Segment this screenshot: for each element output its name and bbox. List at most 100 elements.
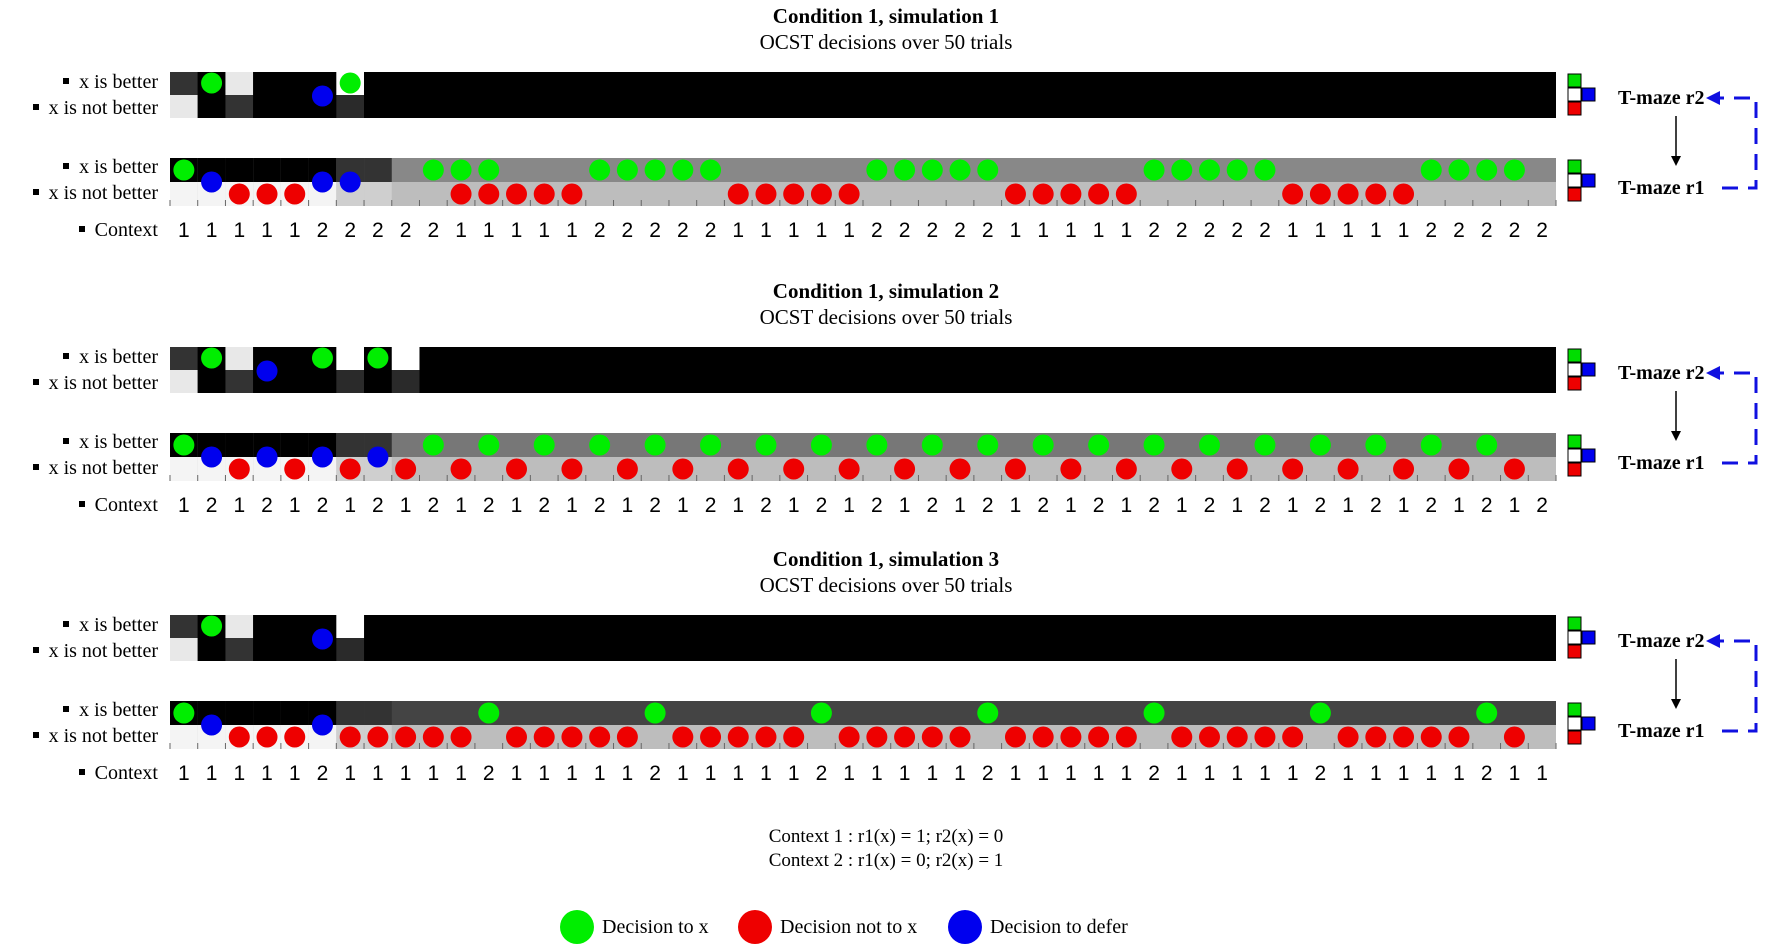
context-value: 2 (1203, 494, 1216, 517)
context-value: 1 (566, 762, 578, 785)
row-label-text: x is better (79, 71, 158, 93)
r2-cell-top (225, 615, 254, 638)
context-value: 1 (482, 219, 495, 242)
context-value: 1 (1286, 219, 1299, 242)
context-value: 2 (981, 762, 994, 785)
r2-decision-defer-dot (311, 85, 333, 107)
context-value: 2 (1480, 762, 1493, 785)
r2-cell-top (170, 72, 198, 95)
r1-decision-not-x-dot (1088, 726, 1110, 748)
r1-decision-not-x-dot (284, 183, 306, 205)
r1-decision-defer-dot (311, 446, 333, 468)
context-value: 1 (233, 762, 246, 785)
r1-decision-not-x-dot (783, 458, 805, 480)
context-value: 1 (1203, 762, 1216, 785)
state-white-icon (1567, 448, 1582, 463)
state-red-icon (1567, 376, 1582, 391)
context-value: 1 (787, 494, 800, 517)
context-value: 1 (1536, 762, 1548, 785)
bullet-icon (63, 438, 70, 445)
context-value: 2 (538, 494, 551, 517)
r1-decision-x-dot (810, 434, 832, 456)
state-white-icon (1567, 87, 1582, 102)
r2-cell-top (280, 347, 309, 370)
context-value: 1 (732, 219, 745, 242)
r1-decision-not-x-dot (533, 726, 555, 748)
r1-cell-top (225, 433, 254, 457)
context-value: 1 (760, 762, 772, 785)
context-value: 1 (732, 762, 745, 785)
r1-label-x-better: x is better (63, 155, 158, 179)
r1-cell-top (364, 701, 392, 725)
r1-decision-not-x-dot (561, 458, 583, 480)
r1-decision-x-dot (1143, 434, 1165, 456)
bullet-icon (63, 163, 70, 170)
r1-decision-x-dot (1226, 159, 1248, 181)
context-value: 2 (926, 219, 939, 242)
r1-row-top (170, 158, 1556, 182)
r1-label-x-not-better: x is not better (32, 181, 158, 205)
r2-cell-top (336, 347, 365, 370)
state-blue-icon (1581, 87, 1596, 102)
down-arrow-head (1671, 699, 1681, 709)
context-value: 1 (1314, 219, 1327, 242)
context-value: 2 (898, 219, 911, 242)
bullet-icon (78, 501, 85, 508)
r1-decision-x-dot (478, 434, 500, 456)
r1-decision-not-x-dot (1282, 183, 1304, 205)
context-value: 2 (316, 762, 329, 785)
bullet-icon (32, 379, 39, 386)
context-value: 1 (704, 762, 717, 785)
context-value: 1 (1508, 494, 1521, 517)
r1-decision-not-x-dot (506, 183, 527, 205)
r1-decision-x-dot (1309, 702, 1331, 724)
r1-decision-not-x-dot (1115, 183, 1137, 205)
r1-decision-x-dot (921, 159, 943, 181)
r1-decision-not-x-dot (783, 183, 805, 205)
r2-cell-bottom (170, 638, 198, 661)
r2-cell-top (280, 615, 309, 638)
bullet-icon (78, 226, 85, 233)
state-red-icon (1567, 101, 1582, 116)
context-value: 2 (205, 494, 218, 517)
row-label-text: x is better (79, 431, 158, 453)
context-value: 2 (1092, 494, 1105, 517)
context-value: 2 (372, 494, 384, 517)
state-red-icon (1567, 644, 1582, 659)
r1-cell-bottom (364, 182, 392, 206)
context-value: 2 (1508, 219, 1521, 242)
context-value: 1 (676, 494, 689, 517)
context-value: 2 (593, 219, 606, 242)
r1-decision-x-dot (755, 434, 777, 456)
context-value: 1 (1009, 762, 1022, 785)
context-value: 2 (815, 762, 828, 785)
r1-decision-not-x-dot (727, 458, 749, 480)
r1-decision-not-x-dot (1004, 183, 1026, 205)
context-value: 2 (316, 219, 329, 242)
context-value: 1 (1231, 494, 1244, 517)
context-value: 1 (538, 219, 551, 242)
r1-decision-x-dot (1420, 434, 1442, 456)
r1-decision-x-dot (1088, 434, 1110, 456)
r1-decision-x-dot (1143, 702, 1165, 724)
context-value: 1 (954, 762, 966, 785)
r1-decision-not-x-dot (894, 726, 916, 748)
context-value: 1 (399, 762, 412, 785)
tmaze-r2-label: T-maze r2 (1618, 87, 1705, 109)
r1-decision-x-dot (810, 702, 832, 724)
r1-label-x-not-better: x is not better (32, 724, 158, 748)
r1-decision-not-x-dot (256, 726, 278, 748)
bullet-icon (32, 464, 39, 471)
r1-decision-x-dot (478, 159, 500, 181)
row-label-text: x is not better (48, 640, 158, 662)
r1-cell-top (225, 701, 254, 725)
feedback-dashed-arrow (1718, 639, 1758, 733)
r1-decision-not-x-dot (1226, 726, 1248, 748)
r1-decision-not-x-dot (228, 183, 250, 205)
r1-decision-not-x-dot (1060, 458, 1082, 480)
context-value: 2 (871, 219, 883, 242)
r1-decision-not-x-dot (1337, 458, 1359, 480)
r1-decision-not-x-dot (228, 458, 250, 480)
feedback-dashed-arrow (1718, 371, 1758, 465)
r1-decision-not-x-dot (700, 726, 722, 748)
